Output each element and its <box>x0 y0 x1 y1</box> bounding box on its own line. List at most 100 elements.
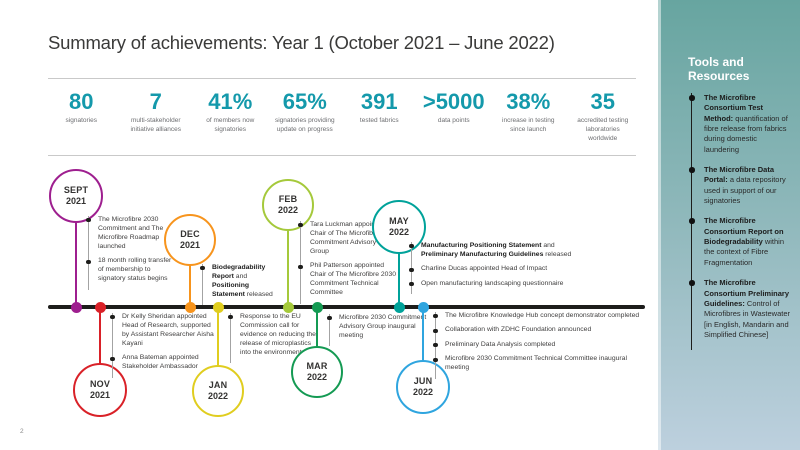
bold-text: The Microfibre Consortium Preliminary Gu… <box>704 278 790 308</box>
stat-label: of members now signatories <box>206 117 255 133</box>
timeline-year-label: 2021 <box>89 390 111 400</box>
timeline-month-label: MAY <box>389 216 409 227</box>
text: Charline Ducas appointed Head of Impact <box>421 265 548 273</box>
timeline-year-label: 2021 <box>179 240 201 250</box>
text: within the context of Fibre Fragmentatio… <box>704 237 785 267</box>
timeline-year-label: 2022 <box>388 227 410 237</box>
timeline-month-label: NOV <box>89 379 111 390</box>
timeline-month-label: DEC <box>180 229 200 240</box>
timeline-bullet: Microfibre 2030 Commitment Technical Com… <box>433 355 650 373</box>
timeline-dot-feb-2022 <box>282 301 294 313</box>
stat-label: signatories <box>65 117 97 125</box>
stat-value: 65% <box>282 89 327 114</box>
timeline-year-label: 2022 <box>207 391 229 401</box>
timeline-stem-sept-2021 <box>74 221 78 307</box>
timeline-stem-feb-2022 <box>286 229 290 307</box>
timeline-bullet: Preliminary Data Analysis completed <box>433 340 650 350</box>
timeline-month-label: SEPT <box>63 185 89 196</box>
text: Preliminary Data Analysis completed <box>445 340 556 348</box>
timeline-stem-nov-2021 <box>98 307 102 365</box>
text: Tara Luckman appointed Chair of The Micr… <box>310 221 397 255</box>
stat-value: 7 <box>149 89 162 114</box>
timeline-year-label: 2022 <box>277 205 299 215</box>
timeline-month-badge-jun-2022: JUN 2022 <box>396 360 450 414</box>
text: and <box>233 272 248 280</box>
stat: 41% of members now signatories <box>193 89 268 143</box>
text: The Microfibre 2030 Commitment and The M… <box>98 216 164 250</box>
sidebar-resource-item: The Microfibre Data Portal: a data repos… <box>689 165 793 206</box>
text: quantification of fibre release from fab… <box>704 113 788 154</box>
bold-text: The Microfibre Consortium Report on Biod… <box>704 216 784 247</box>
stat-value: 35 <box>590 89 615 114</box>
text: Microfibre 2030 Commitment Advisory Grou… <box>339 314 427 339</box>
timeline-month-badge-mar-2022: MAR 2022 <box>291 346 343 398</box>
timeline-bullet: Dr Kelly Sheridan appointed Head of Rese… <box>110 313 216 349</box>
sidebar-resource-item: The Microfibre Consortium Preliminary Gu… <box>689 278 793 340</box>
timeline-stem-mar-2022 <box>315 307 319 348</box>
timeline-stem-jun-2022 <box>421 307 425 362</box>
bold-text: The Microfibre Data Portal: <box>704 165 775 185</box>
stat-value: 38% <box>506 89 551 114</box>
bold-text: Positioning Statement <box>212 281 250 298</box>
timeline-bullet: Phil Patterson appointed Chair of The Mi… <box>298 262 396 298</box>
text: released <box>244 290 273 298</box>
main-content: Summary of achievements: Year 1 (October… <box>0 32 657 450</box>
timeline: SEPT 2021 The Microfibre 2030 Commitment a… <box>0 160 657 450</box>
timeline-month-badge-sept-2021: SEPT 2021 <box>49 169 103 223</box>
text: a data repository used in support of our… <box>704 175 786 206</box>
title-divider <box>48 78 636 79</box>
sidebar-resource-item: The Microfibre Consortium Report on Biod… <box>689 216 793 268</box>
timeline-dot-sept-2021 <box>70 301 82 313</box>
timeline-bullets-nov-2021: Dr Kelly Sheridan appointed Head of Rese… <box>110 313 216 378</box>
stat-label: tested fabrics <box>359 117 399 125</box>
timeline-stem-jan-2022 <box>216 307 220 367</box>
stat: >5000 data points <box>417 89 492 143</box>
sidebar-resource-list: The Microfibre Consortium Test Method: q… <box>689 93 793 351</box>
stat: 80 signatories <box>44 89 119 143</box>
timeline-bullet: Microfibre 2030 Commitment Advisory Grou… <box>327 314 427 341</box>
timeline-dot-dec-2021 <box>184 301 196 313</box>
timeline-bullet: Tara Luckman appointed Chair of The Micr… <box>298 221 397 257</box>
stat-label: multi-stakeholder initiative alliances <box>130 117 182 133</box>
timeline-bullet: Collaboration with ZDHC Foundation annou… <box>433 326 650 335</box>
timeline-axis <box>48 305 645 309</box>
timeline-bullets-jun-2022: The Microfibre Knowledge Hub concept dem… <box>433 312 650 379</box>
timeline-year-label: 2022 <box>412 387 434 397</box>
sidebar-resource-item: The Microfibre Consortium Test Method: q… <box>689 93 793 155</box>
stat-value: 80 <box>69 89 94 114</box>
text: Collaboration with ZDHC Foundation annou… <box>445 326 592 334</box>
text: 18 month rolling transfer of membership … <box>98 257 172 283</box>
timeline-bullets-may-2022: Manufacturing Positioning Statement and … <box>409 242 579 295</box>
stat: 391 tested fabrics <box>342 89 417 143</box>
timeline-bullet: Anna Bateman appointed Stakeholder Ambas… <box>110 354 216 372</box>
bold-text: Manufacturing Positioning Statement <box>421 242 542 249</box>
text: released <box>543 250 572 258</box>
timeline-bullet: Charline Ducas appointed Head of Impact <box>409 265 579 274</box>
bold-text: Biodegradability Report <box>212 264 266 280</box>
timeline-bullet: The Microfibre Knowledge Hub concept dem… <box>433 312 650 321</box>
sidebar-heading: Tools and Resources <box>688 55 750 83</box>
timeline-month-badge-dec-2021: DEC 2021 <box>164 214 216 266</box>
timeline-dot-may-2022 <box>393 301 405 313</box>
tools-sidebar: Tools and Resources The Microfibre Conso… <box>658 0 800 450</box>
stat-value: >5000 <box>422 89 485 114</box>
text: Open manufacturing landscaping questionn… <box>421 279 564 287</box>
text: Control of Microfibres in Wastewater [in… <box>704 298 790 339</box>
timeline-bullets-feb-2022: Tara Luckman appointed Chair of The Micr… <box>298 221 397 304</box>
stat-label: signatories providing update on progress <box>274 117 335 133</box>
stat-label: data points <box>437 117 470 125</box>
timeline-month-badge-may-2022: MAY 2022 <box>372 200 426 254</box>
text: Response to the EU Commission call for e… <box>240 313 316 356</box>
timeline-month-label: MAR <box>306 361 328 372</box>
text: Anna Bateman appointed Stakeholder Ambas… <box>122 354 199 371</box>
stat-label: accredited testing laboratories worldwid… <box>577 117 629 142</box>
bold-text: The Microfibre Consortium Test Method: <box>704 93 764 123</box>
stat: 35 accredited testing laboratories worldw… <box>566 89 641 143</box>
stat-value: 41% <box>208 89 253 114</box>
timeline-bullet: Manufacturing Positioning Statement and … <box>409 242 579 260</box>
text: and <box>541 242 555 249</box>
timeline-month-label: FEB <box>278 194 298 205</box>
timeline-bullet: The Microfibre 2030 Commitment and The M… <box>86 216 176 252</box>
timeline-year-label: 2022 <box>306 372 328 382</box>
